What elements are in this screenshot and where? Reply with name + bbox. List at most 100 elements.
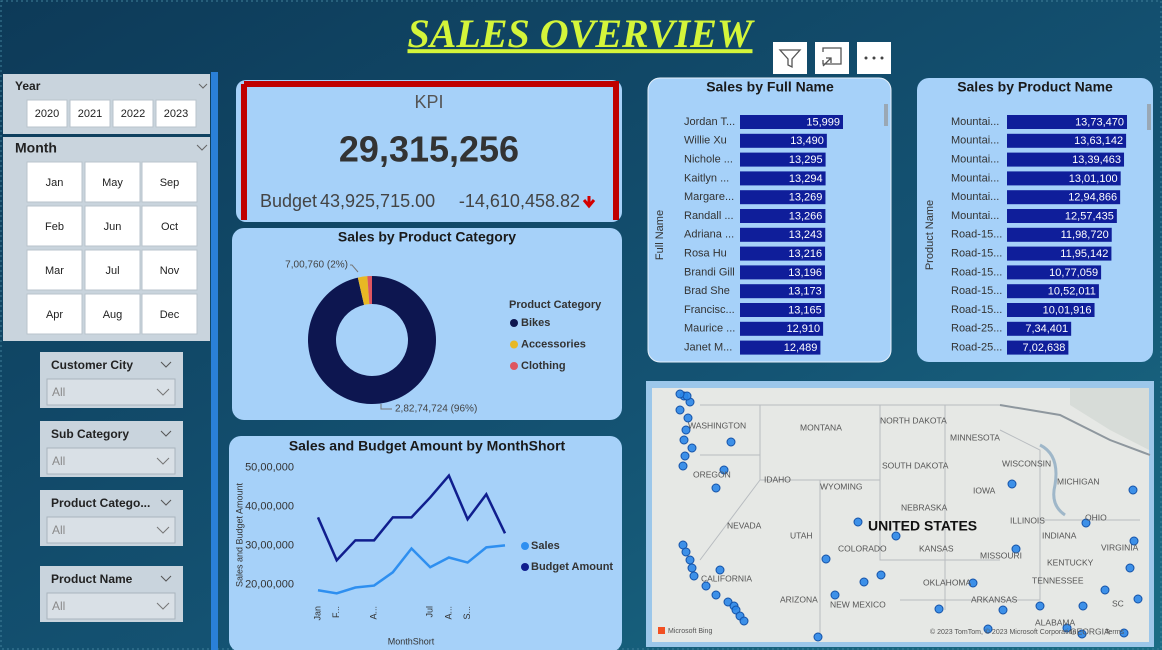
month-option: Apr [46,309,63,321]
map-terms[interactable]: Terms [1105,629,1125,636]
dropdown-label: Product Catego... [51,496,150,510]
map-point [998,605,1008,615]
month-button[interactable] [84,293,141,335]
data-label: 12,489 [784,342,818,354]
month-button[interactable] [26,205,83,247]
chevron [198,83,208,89]
map-point [859,577,869,587]
month-option: Jul [105,265,119,277]
category-label: Road-15... [951,229,1002,241]
dropdown-label: Customer City [51,358,133,372]
kpi-title: KPI [414,92,443,112]
map-point [719,465,729,475]
filter-button[interactable] [773,42,807,74]
map-point [1078,601,1088,611]
year-button[interactable] [26,99,68,128]
year-button[interactable] [112,99,154,128]
month-button[interactable] [26,293,83,335]
chart-title: Sales by Product Name [957,79,1113,95]
month-button[interactable] [84,161,141,203]
map-label: SOUTH DAKOTA [882,460,949,470]
map-point [687,443,697,453]
axis-title: Sales and Budget Amount [234,482,244,587]
dropdown-box[interactable] [46,378,176,406]
map-label: WASHINGTON [688,420,746,430]
month-option: Nov [160,265,180,277]
bar [740,284,825,299]
map-point [891,531,901,541]
map-label: OREGON [693,469,731,479]
map-label: UNITED STATES [868,518,977,534]
map-label: KENTUCKY [1047,557,1094,567]
axis-title: Full Name [654,210,666,260]
map-point [1077,629,1087,639]
map-label: VIRGINIA [1101,542,1139,552]
month-button[interactable] [141,293,198,335]
y-tick-label: 20,00,000 [245,578,294,590]
month-button[interactable] [26,249,83,291]
category-label: Kaitlyn ... [684,172,729,184]
data-label: 12,57,435 [1065,210,1114,222]
bing-logo-icon [658,627,665,634]
data-label: 13,39,463 [1072,154,1121,166]
dropdown-value: All [52,454,65,468]
category-label: Maurice ... [684,323,735,335]
month-button[interactable] [84,249,141,291]
dot [864,56,868,60]
bar [1007,209,1117,223]
category-label: Mountai... [951,172,999,184]
category-label: Road-15... [951,285,1002,297]
month-button[interactable] [26,161,83,203]
year-button[interactable] [155,99,197,128]
dropdown-label: Sub Category [51,427,129,441]
month-button[interactable] [141,161,198,203]
map-point [681,425,691,435]
year-option: 2023 [164,108,188,120]
month-button[interactable] [141,249,198,291]
series-line [316,473,507,563]
map-label: WISCONSIN [1002,458,1051,468]
map-point [830,590,840,600]
bar [1007,284,1099,299]
map-point [968,578,978,588]
page-title: SALES OVERVIEW [408,11,755,56]
dropdown-box[interactable] [46,516,176,544]
chevron [160,361,172,368]
data-label: 13,165 [788,304,822,316]
month-option: Jun [104,221,122,233]
year-button[interactable] [69,99,111,128]
map-label: KANSAS [919,543,954,553]
month-button[interactable] [141,205,198,247]
map-label: MISSOURI [980,550,1022,560]
legend-label: Budget Amount [531,561,613,573]
dropdown-box[interactable] [46,592,176,620]
focus-button[interactable] [815,42,849,74]
category-label: Mountai... [951,154,999,166]
legend-swatch [510,340,518,349]
chevron [160,575,172,582]
kpi-card [236,80,622,222]
map-point [813,632,823,642]
map-point [711,483,721,493]
map-label: ILLINOIS [1010,515,1045,525]
x-tick-label: S... [462,606,472,620]
month-option: Aug [103,309,123,321]
x-tick-label: A... [443,606,453,620]
map-label: NEBRASKA [901,502,948,512]
map-point [1133,594,1143,604]
bar [740,265,825,280]
category-label: Adriana ... [684,229,734,241]
dropdown-box[interactable] [46,447,176,475]
map-point [1081,518,1091,528]
map-canada [1070,388,1149,450]
map-label: NORTH DAKOTA [880,415,947,425]
bar [740,152,826,167]
x-tick-label: Jul [425,606,435,618]
bar [740,209,826,223]
axis-title: Product Name [924,200,936,270]
data-label: 13,73,470 [1075,116,1124,128]
month-button[interactable] [84,205,141,247]
data-label: 13,295 [789,154,823,166]
map-label: SC [1112,598,1124,608]
